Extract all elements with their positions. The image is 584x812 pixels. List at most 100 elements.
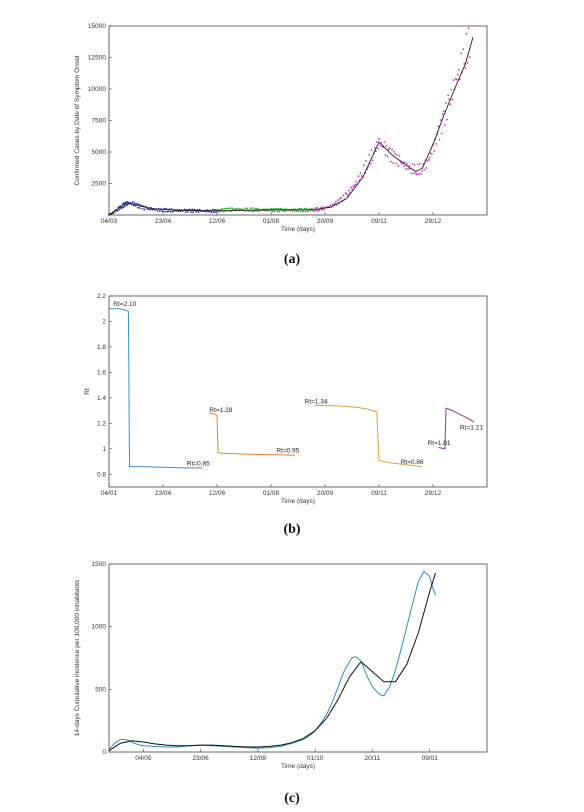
caption-a: (a) (283, 252, 301, 267)
rt-annotation: Rt=0.85 (187, 460, 210, 467)
data-point (271, 210, 273, 213)
x-tick-label: 23/06 (192, 755, 209, 762)
data-point (183, 208, 186, 211)
x-tick-label: 23/04 (155, 490, 172, 497)
data-point (184, 211, 187, 213)
data-point (197, 211, 200, 213)
y-tick-label: 2 (102, 318, 106, 325)
rt-series-line (438, 407, 475, 450)
data-point (340, 196, 343, 199)
y-tick-label: 1500 (92, 561, 107, 568)
data-point (428, 156, 431, 159)
x-axis-label: Time (days) (281, 226, 315, 233)
caption-b: (b) (283, 522, 301, 537)
y-axis-label: Confirmed Cases by Date of Symptom Onset (74, 55, 81, 185)
y-axis-label: Rt (84, 388, 91, 395)
data-point (211, 208, 214, 211)
data-point (407, 168, 410, 170)
data-point (277, 207, 280, 210)
data-point (395, 162, 398, 165)
data-point (162, 210, 164, 213)
data-point (229, 207, 231, 210)
data-point (276, 210, 279, 213)
x-tick-label: 20/09 (317, 218, 334, 225)
data-point (397, 164, 400, 167)
data-point (391, 148, 393, 151)
data-point (410, 172, 413, 175)
data-point (425, 167, 428, 169)
data-point (442, 110, 445, 112)
data-point (377, 147, 379, 150)
data-point (433, 150, 435, 152)
y-tick-label: 12500 (88, 55, 106, 62)
data-point (195, 210, 198, 213)
rt-annotation: Rt=1.34 (305, 399, 328, 406)
data-point (445, 102, 447, 104)
data-point (291, 210, 294, 213)
data-point (216, 208, 218, 211)
data-point (190, 211, 193, 214)
data-point (369, 162, 372, 165)
data-point (323, 208, 325, 211)
data-point (458, 68, 460, 71)
data-point (231, 207, 234, 210)
x-tick-label: 29/12 (425, 218, 442, 225)
data-point (329, 204, 332, 207)
data-point (392, 162, 394, 164)
data-point (169, 210, 172, 213)
y-tick-label: 5000 (92, 149, 107, 156)
data-point (320, 208, 323, 211)
data-point (305, 207, 308, 210)
data-point (315, 210, 318, 212)
data-point (137, 203, 140, 206)
data-point (299, 210, 302, 213)
data-point (171, 210, 174, 213)
data-point (448, 98, 451, 101)
data-point (463, 62, 466, 65)
data-point (451, 98, 454, 101)
x-tick-label: 12/06 (209, 218, 226, 225)
data-point (297, 210, 299, 213)
y-tick-label: 1.6 (97, 369, 106, 376)
y-tick-label: 500 (95, 686, 106, 693)
data-point (156, 210, 159, 212)
data-point (421, 170, 424, 172)
data-point (350, 186, 352, 189)
data-point (383, 141, 386, 143)
data-point (189, 208, 191, 211)
y-tick-label: 1 (102, 446, 106, 453)
data-point (435, 143, 438, 145)
data-point (337, 199, 339, 202)
rt-series-line (209, 412, 295, 456)
data-point (370, 149, 373, 152)
data-point (255, 207, 257, 210)
data-point (282, 210, 284, 212)
panel-c: 04/05 23/06 12/08 01/10 20/11 09/01 0 500 1000 15… (0, 550, 584, 812)
x-tick-label: 09/11 (371, 218, 387, 225)
data-point (275, 208, 278, 210)
data-point (302, 210, 305, 213)
data-point (143, 208, 146, 211)
rt-series-line (109, 308, 202, 469)
x-tick-label: 01/08 (263, 218, 280, 225)
data-point (300, 207, 303, 210)
y-tick-label: 1.8 (97, 344, 106, 351)
data-point (210, 211, 213, 214)
incidence-series-line (108, 572, 436, 752)
data-point (419, 162, 421, 165)
y-tick-label: 10000 (88, 86, 106, 93)
chart-b: 04/01 23/04 12/06 01/08 20/09 09/11 29/12 0.8 1 1… (84, 293, 488, 505)
x-tick-label: 20/11 (365, 755, 381, 762)
data-point (394, 153, 397, 156)
data-point (402, 165, 405, 168)
data-point (215, 211, 217, 213)
data-point (440, 132, 443, 135)
data-point (278, 210, 281, 213)
data-point (390, 160, 392, 163)
data-point (333, 202, 336, 205)
data-point (345, 192, 348, 195)
data-point (141, 208, 144, 210)
data-point (371, 159, 374, 162)
data-point (122, 206, 125, 209)
fit-line (108, 37, 474, 216)
